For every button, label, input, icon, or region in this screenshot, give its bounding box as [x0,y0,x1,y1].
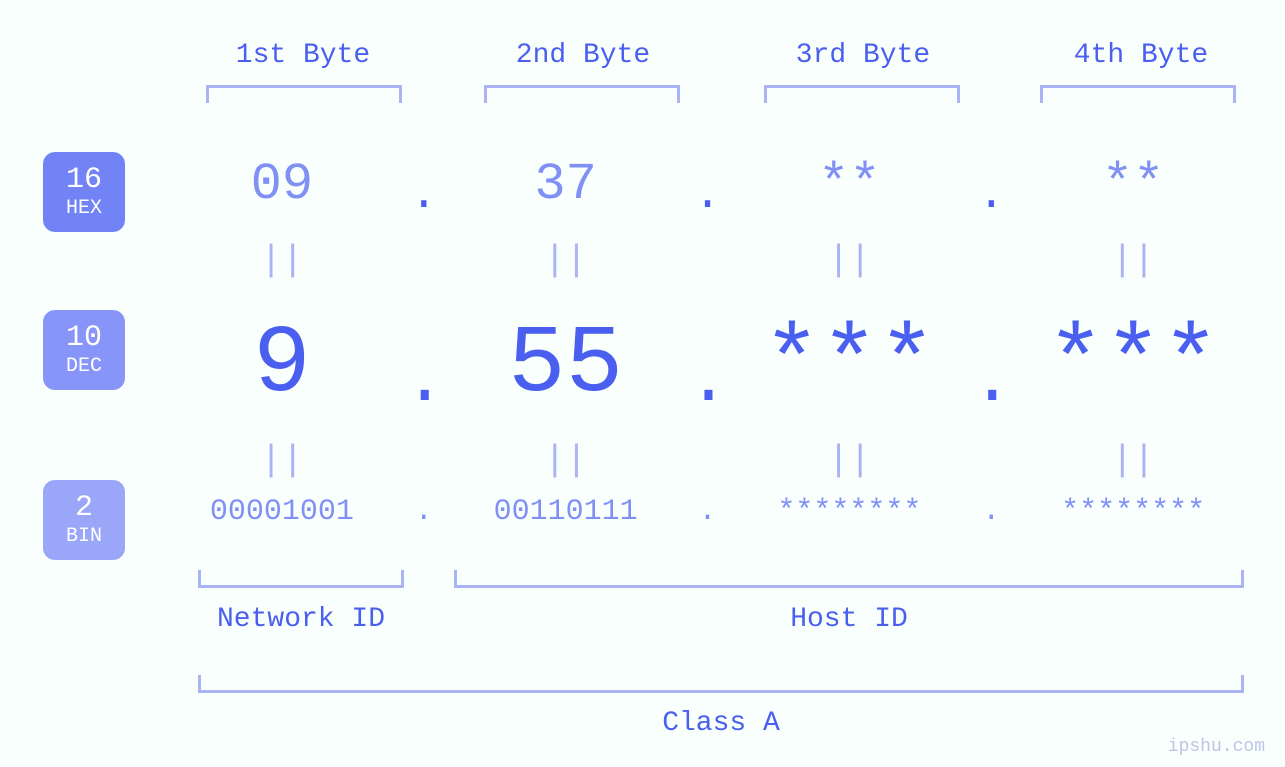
network-id-bracket [198,570,404,588]
badge-bin-txt: BIN [66,527,102,547]
badge-bin: 2 BIN [43,480,125,560]
badge-dec-num: 10 [66,323,102,353]
dot: . [971,169,1011,221]
badge-dec: 10 DEC [43,310,125,390]
hex-byte-2: 37 [444,155,688,214]
dot: . [404,169,444,221]
hex-byte-1: 09 [160,155,404,214]
equals-icon: || [1011,440,1255,481]
badge-hex-num: 16 [66,165,102,195]
top-bracket-2 [484,85,680,103]
dec-byte-2: 55 [444,310,688,419]
top-bracket-3 [764,85,960,103]
host-id-label: Host ID [454,604,1244,635]
dot: . [688,169,728,221]
dec-byte-4: *** [1011,310,1255,419]
byte-header-1: 1st Byte [178,40,428,71]
bin-row: 00001001 . 00110111 . ******** . *******… [160,495,1255,529]
hex-byte-3: ** [728,155,972,214]
equals-icon: || [160,240,404,281]
class-label: Class A [198,708,1244,739]
bin-byte-3: ******** [728,495,972,529]
equals-icon: || [1011,240,1255,281]
equals-icon: || [444,440,688,481]
dec-row: 9 . 55 . *** . *** [160,310,1255,419]
bin-byte-2: 00110111 [444,495,688,529]
equals-icon: || [728,440,972,481]
dot: . [404,495,444,529]
bin-byte-1: 00001001 [160,495,404,529]
badge-hex: 16 HEX [43,152,125,232]
badge-bin-num: 2 [75,493,93,523]
equals-row-1: || || || || [160,240,1255,281]
equals-row-2: || || || || [160,440,1255,481]
equals-icon: || [444,240,688,281]
host-id-bracket [454,570,1244,588]
class-bracket [198,675,1244,693]
dot: . [971,495,1011,529]
byte-header-4: 4th Byte [1016,40,1266,71]
dot: . [971,343,1011,422]
badge-hex-txt: HEX [66,199,102,219]
equals-icon: || [728,240,972,281]
dec-byte-3: *** [728,310,972,419]
network-id-label: Network ID [198,604,404,635]
byte-header-2: 2nd Byte [458,40,708,71]
top-bracket-1 [206,85,402,103]
badge-dec-txt: DEC [66,357,102,377]
dot: . [404,343,444,422]
top-bracket-4 [1040,85,1236,103]
dec-byte-1: 9 [160,310,404,419]
byte-header-3: 3rd Byte [738,40,988,71]
ip-diagram: 1st Byte 2nd Byte 3rd Byte 4th Byte 16 H… [0,0,1285,767]
bin-byte-4: ******** [1011,495,1255,529]
hex-byte-4: ** [1011,155,1255,214]
dot: . [688,343,728,422]
dot: . [688,495,728,529]
equals-icon: || [160,440,404,481]
hex-row: 09 . 37 . ** . ** [160,155,1255,214]
watermark: ipshu.com [1168,737,1265,757]
